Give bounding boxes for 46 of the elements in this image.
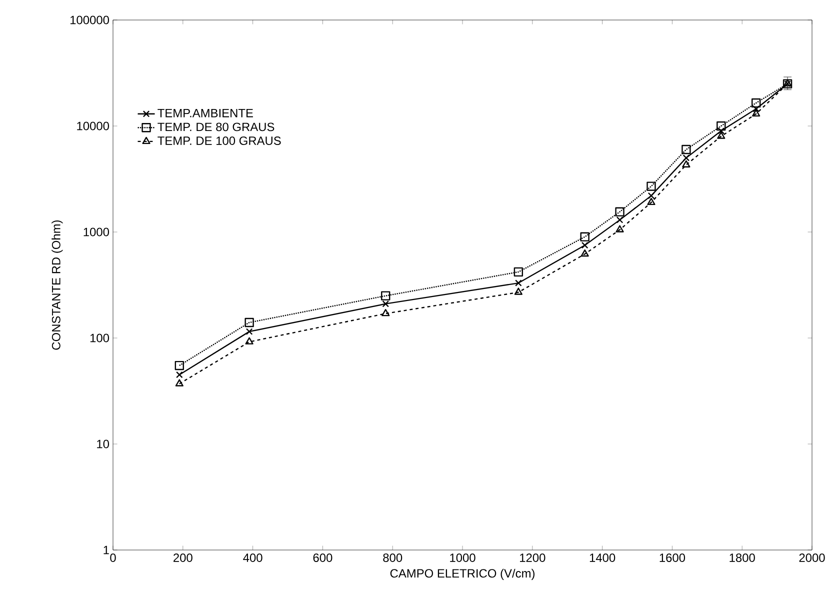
point — [646, 182, 656, 191]
y-tick-label: 1000 — [84, 228, 110, 236]
point — [176, 371, 183, 378]
point — [752, 98, 761, 108]
x-tick-label: 1000 — [450, 554, 476, 562]
point — [580, 249, 589, 257]
point — [616, 216, 624, 224]
legend-label: TEMP.AMBIENTE — [158, 108, 253, 118]
y-tick-label: 1 — [104, 546, 109, 554]
legend-label: TEMP. DE 80 GRAUS — [158, 122, 274, 132]
y-tick-label: 100 — [90, 334, 110, 342]
point — [581, 242, 588, 249]
point — [246, 328, 253, 335]
x-tick-label: 1600 — [660, 554, 686, 562]
point — [244, 318, 254, 328]
y-tick-label: 10000 — [77, 122, 110, 130]
x-tick-label: 1200 — [520, 554, 546, 562]
point — [514, 267, 524, 277]
point — [382, 308, 390, 316]
x-axis-title: CAMPO ELETRICO (V/cm) — [390, 568, 534, 580]
point — [515, 280, 522, 286]
x-tick-label: 1400 — [590, 554, 616, 562]
point — [682, 144, 691, 154]
point — [716, 121, 726, 131]
point — [752, 109, 760, 117]
y-tick-label: 100000 — [70, 16, 110, 24]
legend-label: TEMP. DE 100 GRAUS — [158, 136, 281, 145]
x-tick-label: 200 — [174, 554, 192, 562]
point — [615, 207, 624, 216]
point — [174, 360, 184, 370]
x-tick-label: 1800 — [730, 554, 755, 562]
point — [175, 379, 184, 386]
point — [382, 300, 390, 308]
point — [514, 288, 522, 295]
point — [752, 105, 760, 112]
x-tick-label: 0 — [110, 554, 116, 562]
point — [580, 232, 590, 242]
x-tick-label: 800 — [383, 554, 402, 562]
y-axis-title: CONSTANTE RD (Ohm) — [52, 220, 63, 350]
x-tick-label: 600 — [313, 554, 332, 562]
point — [381, 291, 390, 300]
point — [616, 225, 624, 232]
x-tick-label: 2000 — [799, 554, 825, 562]
x-tick-label: 400 — [243, 554, 262, 562]
y-tick-label: 10 — [97, 440, 110, 448]
point — [245, 337, 254, 344]
